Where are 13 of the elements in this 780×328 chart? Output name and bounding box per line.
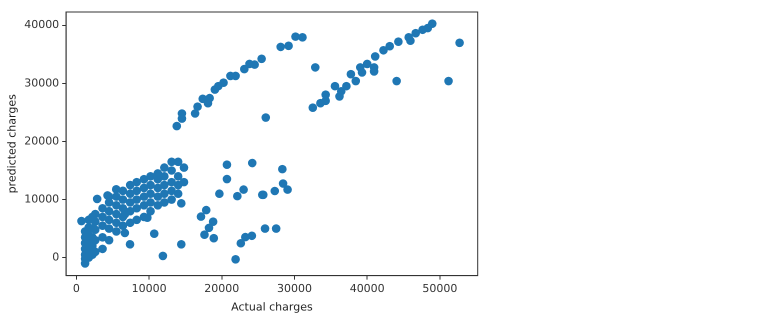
- y-tick-label: 0: [52, 250, 60, 264]
- y-tick-label: 20000: [24, 134, 60, 148]
- x-tick-label: 20000: [204, 282, 240, 296]
- x-tick-label: 0: [72, 282, 80, 296]
- x-tick-label: 40000: [350, 282, 385, 296]
- y-tick-label: 40000: [24, 18, 60, 32]
- y-tick-label: 30000: [24, 76, 60, 90]
- x-tick-label: 50000: [422, 282, 458, 296]
- y-axis-title: predicted charges: [5, 94, 18, 194]
- x-tick-label: 30000: [276, 282, 312, 296]
- x-tick-label: 10000: [132, 282, 167, 296]
- x-axis-title: Actual charges: [231, 300, 313, 314]
- y-tick-label: 10000: [24, 192, 60, 206]
